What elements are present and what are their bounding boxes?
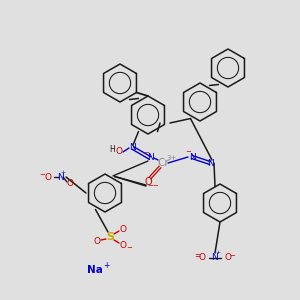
Text: Na: Na	[87, 265, 103, 275]
Text: N: N	[58, 172, 64, 182]
Text: H: H	[109, 146, 115, 154]
Text: O: O	[144, 177, 152, 187]
Text: +: +	[103, 262, 109, 271]
Text: −: −	[229, 253, 235, 259]
Text: =: =	[194, 251, 200, 260]
Text: −: −	[143, 150, 149, 156]
Text: N: N	[130, 143, 136, 152]
Text: N: N	[207, 158, 213, 167]
Text: −: −	[39, 172, 45, 178]
Text: +: +	[60, 169, 66, 175]
Text: S: S	[106, 232, 114, 242]
Text: O: O	[67, 179, 73, 188]
Text: N: N	[147, 154, 153, 163]
Text: −−: −−	[147, 183, 159, 189]
Text: N: N	[189, 152, 195, 161]
Text: −: −	[126, 245, 132, 251]
Text: O: O	[119, 224, 127, 233]
Text: O: O	[116, 148, 122, 157]
Text: O: O	[44, 172, 52, 182]
Text: O: O	[119, 241, 127, 250]
Text: O: O	[94, 238, 100, 247]
Text: O: O	[224, 254, 232, 262]
Text: −: −	[185, 149, 191, 155]
Text: 3+: 3+	[167, 155, 177, 161]
Text: N: N	[212, 254, 218, 262]
Text: +: +	[215, 250, 220, 256]
Text: O: O	[199, 254, 206, 262]
Text: Cr: Cr	[157, 158, 169, 168]
